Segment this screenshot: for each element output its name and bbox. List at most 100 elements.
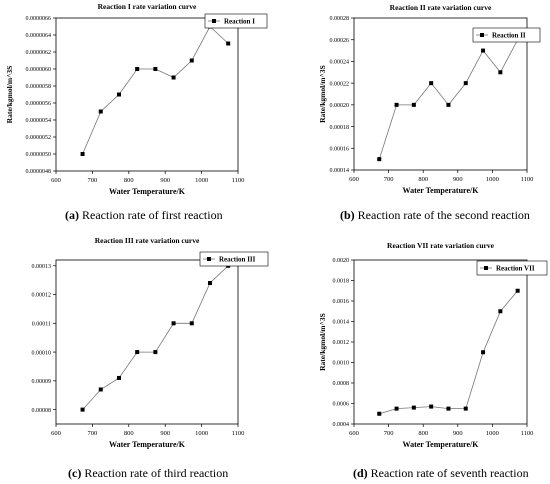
data-point bbox=[171, 321, 176, 326]
legend-box bbox=[204, 13, 268, 29]
y-tick-label: 0.0014 bbox=[333, 320, 350, 326]
x-tick-label: 1000 bbox=[486, 430, 499, 437]
chart-2: Reaction III rate variation curve 600 700 8… bbox=[32, 236, 269, 449]
legend-label: Reaction I bbox=[224, 18, 255, 26]
y-tick-label: 0.00020 bbox=[330, 103, 350, 109]
caption-d: (d) Reaction rate of seventh reaction bbox=[353, 466, 529, 481]
x-tick-label: 600 bbox=[349, 430, 359, 437]
series-line bbox=[379, 290, 519, 415]
y-tick-label: 0.0000048 bbox=[26, 169, 52, 175]
y-tick-label: 0.00024 bbox=[330, 60, 350, 66]
caption-c: (c) Reaction rate of third reaction bbox=[68, 466, 228, 481]
x-tick-label: 800 bbox=[418, 430, 428, 437]
y-tick-label: 0.00011 bbox=[32, 321, 51, 327]
y-tick-label: 0.0000066 bbox=[26, 16, 52, 22]
data-point bbox=[377, 157, 382, 162]
caption-b: (b) Reaction rate of the second reaction bbox=[340, 208, 530, 223]
data-point bbox=[481, 350, 486, 355]
y-axis-label: Rate/kgmol/m^3S bbox=[318, 65, 327, 123]
y-tick-label: 0.00012 bbox=[32, 293, 52, 299]
y-tick-label: 0.0000060 bbox=[26, 67, 52, 73]
plot-frame bbox=[353, 259, 528, 425]
y-tick-label: 0.0020 bbox=[333, 258, 350, 264]
data-point bbox=[498, 70, 503, 75]
data-point bbox=[171, 75, 176, 80]
data-point bbox=[226, 41, 231, 46]
x-tick-label: 700 bbox=[88, 430, 98, 437]
legend-box bbox=[476, 260, 548, 276]
data-point bbox=[446, 406, 451, 411]
legend-marker bbox=[212, 19, 216, 23]
data-point bbox=[394, 406, 399, 411]
chart-title: Reaction VII rate variation curve bbox=[387, 241, 495, 250]
chart-title: Reaction II rate variation curve bbox=[390, 3, 492, 12]
data-point bbox=[80, 407, 85, 412]
data-point bbox=[446, 102, 451, 107]
x-tick-label: 600 bbox=[349, 176, 359, 183]
data-point bbox=[515, 288, 520, 293]
data-point bbox=[463, 406, 468, 411]
y-tick-label: 0.0000050 bbox=[26, 152, 52, 158]
data-point bbox=[498, 309, 503, 314]
legend-box bbox=[472, 27, 541, 43]
data-point bbox=[189, 321, 194, 326]
legend-marker bbox=[207, 257, 211, 261]
x-tick-label: 900 bbox=[160, 177, 170, 184]
caption-b-text: Reaction rate of the second reaction bbox=[354, 208, 530, 222]
x-axis-label: Water Temperature/K bbox=[403, 440, 480, 449]
legend-label: Reaction II bbox=[492, 32, 526, 40]
data-point bbox=[116, 92, 121, 97]
legend-label: Reaction III bbox=[219, 256, 256, 264]
y-tick-label: 0.0000056 bbox=[26, 101, 52, 107]
chart-3: Reaction VII rate variation curve 600 700 8… bbox=[318, 241, 548, 449]
data-point bbox=[463, 81, 468, 86]
x-tick-label: 900 bbox=[160, 430, 170, 437]
x-tick-label: 900 bbox=[453, 430, 463, 437]
data-point bbox=[394, 102, 399, 107]
caption-a-letter: (a) bbox=[65, 208, 79, 222]
x-tick-label: 1100 bbox=[521, 430, 534, 437]
y-tick-label: 0.00016 bbox=[330, 146, 350, 152]
chart-0: Reaction I rate variation curve 600 700 800… bbox=[5, 2, 268, 196]
y-axis-label: Rate/kgmol/m^3S bbox=[5, 66, 14, 124]
x-tick-label: 1100 bbox=[232, 430, 245, 437]
y-tick-label: 0.00028 bbox=[330, 16, 350, 22]
x-tick-label: 700 bbox=[384, 176, 394, 183]
data-point bbox=[411, 102, 416, 107]
data-point bbox=[153, 67, 158, 71]
data-point bbox=[377, 411, 382, 416]
data-point bbox=[189, 58, 194, 63]
x-tick-label: 600 bbox=[51, 430, 61, 437]
y-tick-label: 0.00026 bbox=[330, 38, 350, 44]
legend-marker bbox=[480, 33, 484, 37]
y-tick-label: 0.00022 bbox=[330, 81, 350, 87]
legend-box bbox=[199, 251, 269, 267]
x-tick-label: 1000 bbox=[195, 430, 208, 437]
caption-c-text: Reaction rate of third reaction bbox=[81, 466, 229, 480]
data-point bbox=[429, 404, 434, 409]
series-line bbox=[378, 39, 519, 160]
y-tick-label: 0.0008 bbox=[333, 381, 350, 387]
y-tick-label: 0.00010 bbox=[32, 350, 52, 356]
y-tick-label: 0.00008 bbox=[32, 408, 52, 414]
x-tick-label: 700 bbox=[384, 430, 394, 437]
series-line bbox=[82, 25, 229, 155]
data-point bbox=[153, 350, 158, 355]
y-tick-label: 0.00018 bbox=[330, 125, 350, 131]
data-point bbox=[116, 375, 121, 380]
y-tick-label: 0.00009 bbox=[32, 379, 52, 385]
series-line bbox=[82, 265, 229, 410]
y-tick-label: 0.0000052 bbox=[26, 135, 52, 141]
data-point bbox=[429, 81, 434, 86]
legend-label: Reaction VII bbox=[496, 265, 535, 273]
y-tick-label: 0.0016 bbox=[333, 299, 350, 305]
x-tick-label: 800 bbox=[418, 176, 428, 183]
y-tick-label: 0.0010 bbox=[333, 361, 350, 367]
data-point bbox=[80, 152, 85, 156]
data-point bbox=[135, 350, 140, 355]
y-tick-label: 0.0006 bbox=[333, 402, 350, 408]
y-tick-label: 0.00013 bbox=[32, 264, 52, 270]
y-tick-label: 0.0012 bbox=[333, 340, 350, 346]
data-point bbox=[411, 405, 416, 410]
